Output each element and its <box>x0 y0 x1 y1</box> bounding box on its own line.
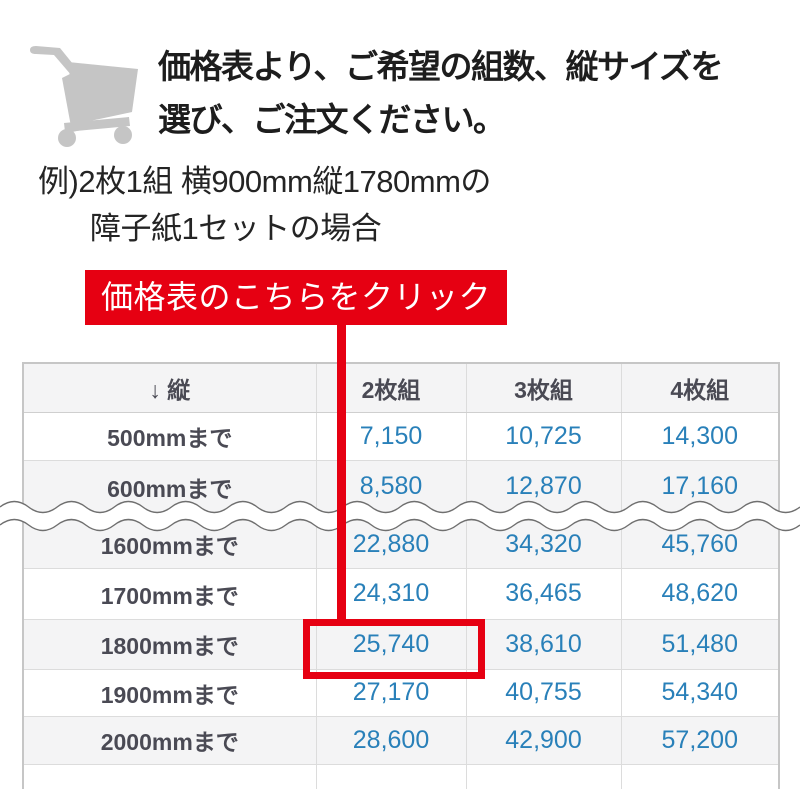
example-line2: 障子紙1セットの場合 <box>90 211 382 246</box>
price-cell[interactable]: 14,300 <box>620 412 780 461</box>
example-line1: 例)2枚1組 横900mm縦1780mmの <box>38 164 491 199</box>
table-row-500mm: 500mmまで 7,150 10,725 14,300 <box>22 412 780 461</box>
price-cell[interactable]: 12,870 <box>465 460 621 514</box>
price-cell[interactable]: 51,480 <box>620 619 780 670</box>
table-row-1800mm: 1800mmまで 25,740 38,610 51,480 <box>22 619 780 670</box>
price-cell[interactable]: 36,465 <box>465 568 621 620</box>
table-row-600mm: 600mmまで 8,580 12,870 17,160 <box>22 460 780 514</box>
price-cell[interactable]: 38,610 <box>465 619 621 670</box>
callout-pointer-line <box>337 324 346 622</box>
partial-row <box>22 764 780 789</box>
price-cell[interactable]: 48,620 <box>620 568 780 620</box>
price-cell[interactable]: 17,160 <box>620 460 780 514</box>
row-label-cell: 600mmまで <box>22 460 316 514</box>
price-cell[interactable]: 34,320 <box>465 520 621 569</box>
row-label-cell: 1700mmまで <box>22 568 316 620</box>
price-cell[interactable]: 10,725 <box>465 412 621 461</box>
intro-line2: 選び、ご注文ください。 <box>158 101 506 138</box>
intro-text: 価格表より、ご希望の組数、縦サイズを 選び、ご注文ください。 <box>158 40 724 146</box>
highlight-box <box>303 619 485 679</box>
table-row-2000mm: 2000mmまで 28,600 42,900 57,200 <box>22 716 780 765</box>
table-row-1900mm: 1900mmまで 27,170 40,755 54,340 <box>22 669 780 717</box>
example-text: 例)2枚1組 横900mm縦1780mmの 障子紙1セットの場合 <box>38 158 491 252</box>
col-header-height: ↓ 縦 <box>22 362 316 413</box>
row-label-cell: 2000mmまで <box>22 716 316 765</box>
table-row-1600mm: 1600mmまで 22,880 34,320 45,760 <box>22 520 780 569</box>
col-header-3pack: 3枚組 <box>465 362 621 413</box>
price-cell[interactable]: 28,600 <box>315 716 466 765</box>
price-cell[interactable]: 40,755 <box>465 669 621 717</box>
tear-spacer-row <box>22 513 780 521</box>
row-label-cell: 1800mmまで <box>22 619 316 670</box>
price-cell[interactable]: 42,900 <box>465 716 621 765</box>
col-header-4pack: 4枚組 <box>620 362 780 413</box>
row-label-cell: 500mmまで <box>22 412 316 461</box>
cart-icon <box>30 46 138 147</box>
price-cell[interactable]: 45,760 <box>620 520 780 569</box>
intro-line1: 価格表より、ご希望の組数、縦サイズを <box>158 48 724 85</box>
price-table: ↓ 縦 2枚組 3枚組 4枚組 500mmまで 7,150 10,725 14,… <box>22 362 780 789</box>
table-row-1700mm: 1700mmまで 24,310 36,465 48,620 <box>22 568 780 620</box>
header-row: ↓ 縦 2枚組 3枚組 4枚組 <box>22 362 780 413</box>
row-label-cell: 1900mmまで <box>22 669 316 717</box>
price-cell[interactable]: 57,200 <box>620 716 780 765</box>
price-cell-highlighted[interactable]: 25,740 <box>315 619 466 670</box>
callout-banner: 価格表のこちらをクリック <box>85 270 507 325</box>
price-cell[interactable]: 54,340 <box>620 669 780 717</box>
row-label-cell: 1600mmまで <box>22 520 316 569</box>
